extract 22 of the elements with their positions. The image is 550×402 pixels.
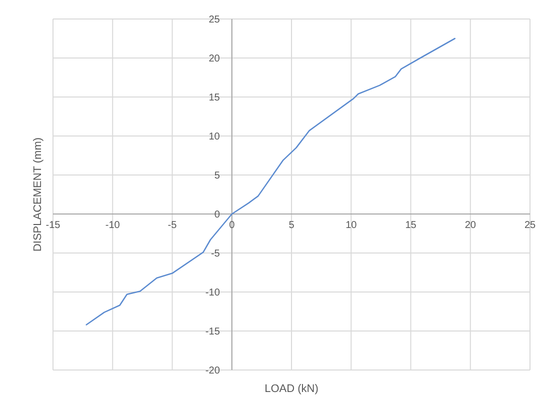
x-tick-label: -10 — [105, 220, 120, 231]
y-tick-label: 5 — [214, 170, 220, 182]
y-axis-title: DISPLACEMENT (mm) — [32, 137, 44, 252]
y-tick-label: -5 — [210, 248, 220, 260]
x-tick-label: 0 — [229, 220, 236, 231]
x-tick-label: 10 — [346, 220, 358, 231]
y-tick-label: -15 — [205, 326, 220, 338]
x-tick-label: 15 — [405, 220, 417, 231]
y-tick-label: -10 — [205, 288, 220, 298]
x-axis-title: LOAD (kN) — [264, 383, 318, 395]
y-tick-label: -20 — [205, 366, 220, 376]
y-tick-label: 20 — [208, 54, 220, 64]
x-tick-label: 25 — [524, 220, 536, 231]
x-tick-label: -15 — [46, 220, 61, 231]
x-tick-label: 20 — [464, 220, 476, 231]
y-tick-label: 10 — [208, 132, 220, 142]
x-tick-label: 5 — [288, 220, 295, 231]
y-tick-label: 0 — [214, 210, 220, 220]
y-tick-label: 25 — [208, 14, 220, 26]
y-tick-label: 15 — [208, 92, 220, 104]
x-tick-label: -5 — [168, 220, 178, 231]
line-series — [86, 38, 456, 326]
